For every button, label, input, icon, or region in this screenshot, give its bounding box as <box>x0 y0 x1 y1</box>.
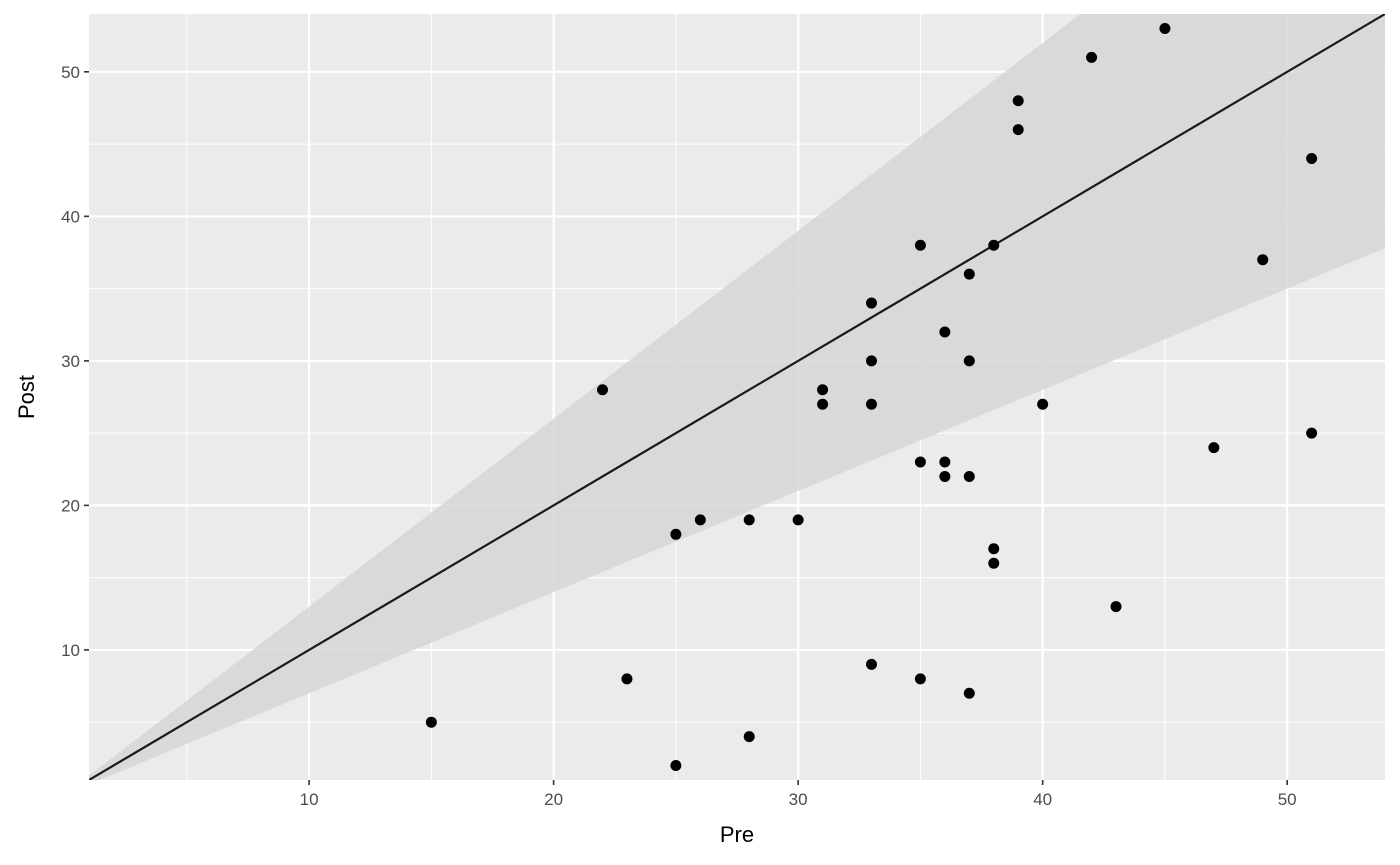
data-point <box>939 470 951 482</box>
data-point <box>865 355 877 367</box>
data-point <box>1306 153 1318 165</box>
data-point <box>914 673 926 685</box>
data-point <box>988 239 1000 251</box>
y-tick-label: 30 <box>61 352 80 371</box>
data-point <box>1257 254 1269 266</box>
data-point <box>743 731 755 743</box>
y-tick-label: 20 <box>61 496 80 515</box>
y-tick-label: 40 <box>61 207 80 226</box>
data-point <box>939 456 951 468</box>
data-point <box>817 398 829 410</box>
data-point <box>1086 51 1098 63</box>
data-point <box>1012 124 1024 136</box>
x-tick-label: 50 <box>1278 790 1297 809</box>
data-point <box>963 355 975 367</box>
y-axis-title: Post <box>14 375 39 419</box>
data-point <box>1159 22 1171 34</box>
data-point <box>1306 427 1318 439</box>
data-point <box>1037 398 1049 410</box>
data-point <box>597 384 609 396</box>
data-point <box>1012 95 1024 107</box>
data-point <box>865 398 877 410</box>
data-point <box>743 514 755 526</box>
data-point <box>670 528 682 540</box>
x-axis-ticks: 10 20 30 40 50 <box>300 780 1297 809</box>
data-points <box>425 22 1318 772</box>
data-point <box>914 456 926 468</box>
data-point <box>988 557 1000 569</box>
x-tick-label: 20 <box>544 790 563 809</box>
data-point <box>988 543 1000 555</box>
y-axis-ticks: 10 20 30 40 50 <box>61 63 89 660</box>
identity-line <box>89 14 1385 780</box>
x-axis-title: Pre <box>720 822 754 847</box>
reference-line-layer <box>89 14 1385 780</box>
data-point <box>621 673 633 685</box>
data-point <box>963 470 975 482</box>
data-point <box>914 239 926 251</box>
y-tick-label: 50 <box>61 63 80 82</box>
data-point <box>963 268 975 280</box>
x-tick-label: 10 <box>300 790 319 809</box>
x-tick-label: 30 <box>789 790 808 809</box>
data-point <box>817 384 829 396</box>
data-point <box>670 760 682 772</box>
data-point <box>1208 442 1220 454</box>
x-tick-label: 40 <box>1033 790 1052 809</box>
data-point <box>1110 601 1122 613</box>
data-point <box>939 326 951 338</box>
y-tick-label: 10 <box>61 641 80 660</box>
data-point <box>865 297 877 309</box>
data-point <box>865 658 877 670</box>
data-point <box>963 687 975 699</box>
data-point <box>792 514 804 526</box>
data-point <box>425 716 437 728</box>
data-point <box>694 514 706 526</box>
